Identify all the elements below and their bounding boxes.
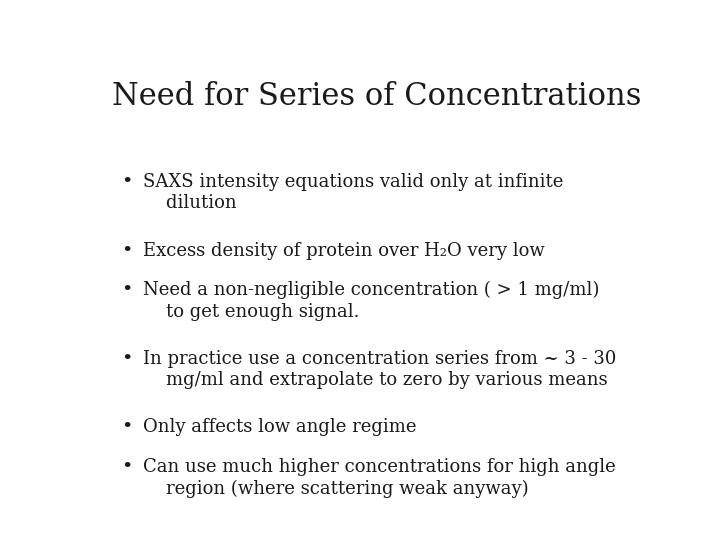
Text: •: •	[121, 281, 132, 299]
Text: •: •	[121, 173, 132, 191]
Text: Need a non-negligible concentration ( > 1 mg/ml)
    to get enough signal.: Need a non-negligible concentration ( > …	[143, 281, 599, 321]
Text: •: •	[121, 458, 132, 476]
Text: In practice use a concentration series from ~ 3 - 30
    mg/ml and extrapolate t: In practice use a concentration series f…	[143, 349, 616, 389]
Text: Need for Series of Concentrations: Need for Series of Concentrations	[112, 82, 642, 112]
Text: •: •	[121, 349, 132, 368]
Text: Only affects low angle regime: Only affects low angle regime	[143, 418, 416, 436]
Text: Can use much higher concentrations for high angle
    region (where scattering w: Can use much higher concentrations for h…	[143, 458, 616, 497]
Text: •: •	[121, 241, 132, 260]
Text: SAXS intensity equations valid only at infinite
    dilution: SAXS intensity equations valid only at i…	[143, 173, 563, 212]
Text: •: •	[121, 418, 132, 436]
Text: Excess density of protein over H₂O very low: Excess density of protein over H₂O very …	[143, 241, 545, 260]
